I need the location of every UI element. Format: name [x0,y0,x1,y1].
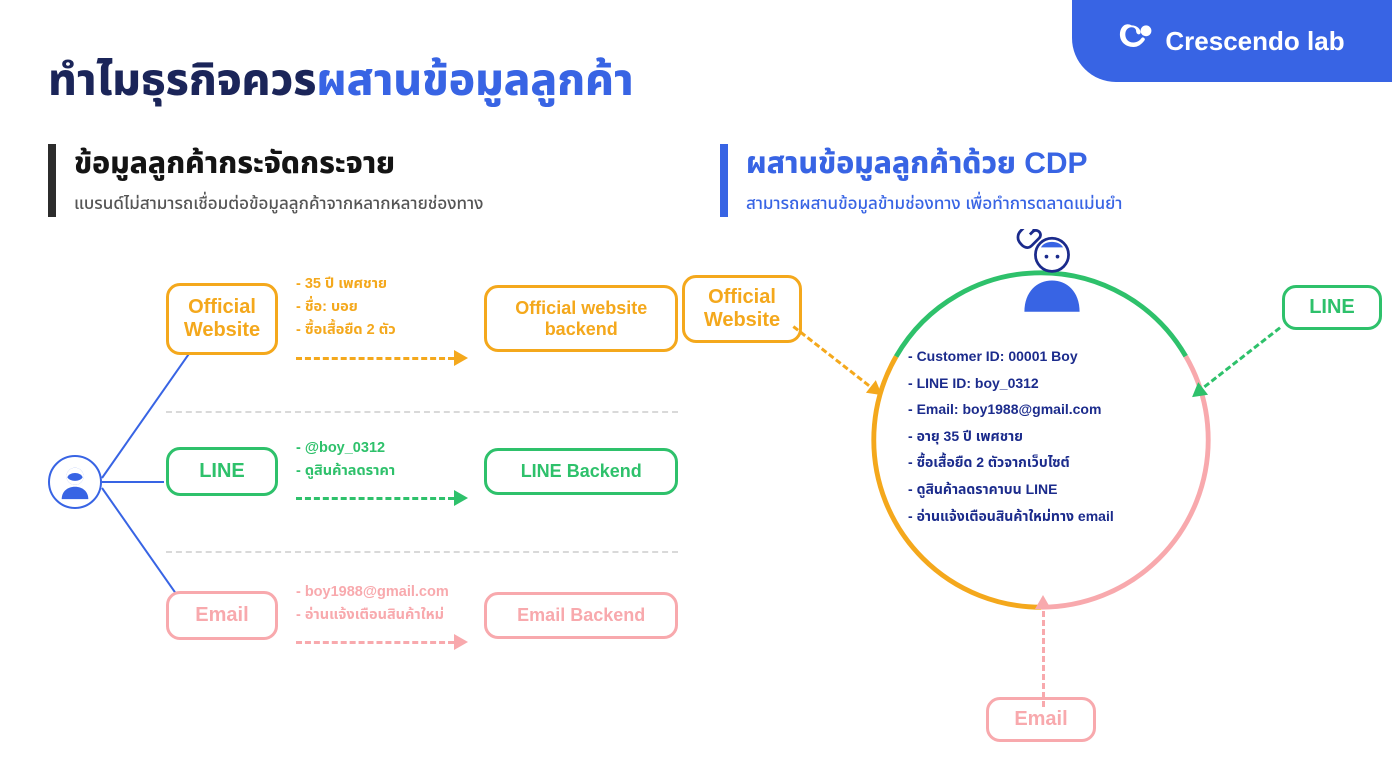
tag-line: LINE [1282,285,1382,330]
title-part1: ทำไมธุรกิจควร [48,56,316,105]
arrow-icon [296,491,466,505]
left-diagram: Official Website 35 ปี เพศชาย ชื่อ: บอย … [48,269,678,709]
backend-email: Email Backend [484,592,678,639]
source-official-website: Official Website [166,283,278,355]
branch-line [102,481,164,483]
channel-row-line: LINE @boy_0312 ดูสินค้าลดราคา LINE Backe… [166,437,678,505]
right-subheading: สามารถผสานข้อมูลข้ามช่องทาง เพื่อทำการตล… [746,191,1344,217]
list-item: อ่านแจ้งเตือนสินค้าใหม่ [296,604,466,627]
row-divider [166,551,678,553]
backend-line: LINE Backend [484,448,678,495]
right-diagram: Customer ID: 00001 Boy LINE ID: boy_0312… [720,235,1344,755]
channel-data-list: 35 ปี เพศชาย ชื่อ: บอย ซื้อเสื้อยืด 2 ตั… [296,273,466,343]
list-item: ซื้อเสื้อยืด 2 ตัว [296,319,466,342]
list-item: อายุ 35 ปี เพศชาย [908,423,1190,450]
page-title: ทำไมธุรกิจควรผสานข้อมูลลูกค้า [48,48,634,115]
unified-profile-list: Customer ID: 00001 Boy LINE ID: boy_0312… [908,343,1190,529]
channel-data-list: boy1988@gmail.com อ่านแจ้งเตือนสินค้าใหม… [296,581,466,627]
title-part2: ผสานข้อมูลลูกค้า [316,56,633,105]
channel-row-official-website: Official Website 35 ปี เพศชาย ชื่อ: บอย … [166,273,678,365]
source-email: Email [166,591,278,640]
left-heading: ข้อมูลลูกค้ากระจัดกระจาย [74,144,678,183]
brand-badge: Crescendo lab [1072,0,1392,82]
arrow-icon [296,635,466,649]
backend-official-website: Official website backend [484,285,678,352]
left-column: ข้อมูลลูกค้ากระจัดกระจาย แบรนด์ไม่สามารถ… [48,144,678,709]
right-section-head: ผสานข้อมูลลูกค้าด้วย CDP สามารถผสานข้อมู… [720,144,1344,217]
source-line: LINE [166,447,278,496]
arrow-icon [296,351,466,365]
list-item: boy1988@gmail.com [296,581,466,604]
list-item: ชื่อ: บอย [296,296,466,319]
brand-logo-icon [1119,20,1155,63]
list-item: ดูสินค้าลดราคา [296,460,466,483]
channel-info: 35 ปี เพศชาย ชื่อ: บอย ซื้อเสื้อยืด 2 ตั… [296,273,466,365]
channel-info: boy1988@gmail.com อ่านแจ้งเตือนสินค้าใหม… [296,581,466,649]
list-item: @boy_0312 [296,437,466,460]
brand-name: Crescendo lab [1165,26,1344,57]
list-item: อ่านแจ้งเตือนสินค้าใหม่ทาง email [908,503,1190,530]
right-heading: ผสานข้อมูลลูกค้าด้วย CDP [746,144,1344,183]
list-item: Customer ID: 00001 Boy [908,343,1190,370]
person-waving-icon [1006,229,1098,309]
arrow-icon [1036,597,1050,707]
list-item: 35 ปี เพศชาย [296,273,466,296]
list-item: Email: boy1988@gmail.com [908,396,1190,423]
right-column: ผสานข้อมูลลูกค้าด้วย CDP สามารถผสานข้อมู… [720,144,1344,755]
channel-info: @boy_0312 ดูสินค้าลดราคา [296,437,466,505]
channel-row-email: Email boy1988@gmail.com อ่านแจ้งเตือนสิน… [166,581,678,649]
left-subheading: แบรนด์ไม่สามารถเชื่อมต่อข้อมูลลูกค้าจากห… [74,191,678,217]
left-section-head: ข้อมูลลูกค้ากระจัดกระจาย แบรนด์ไม่สามารถ… [48,144,678,217]
list-item: ซื้อเสื้อยืด 2 ตัวจากเว็บไซต์ [908,449,1190,476]
list-item: ดูสินค้าลดราคาบน LINE [908,476,1190,503]
tag-official-website: Official Website [682,275,802,343]
row-divider [166,411,678,413]
list-item: LINE ID: boy_0312 [908,370,1190,397]
customer-avatar-icon [48,455,102,509]
channel-data-list: @boy_0312 ดูสินค้าลดราคา [296,437,466,483]
